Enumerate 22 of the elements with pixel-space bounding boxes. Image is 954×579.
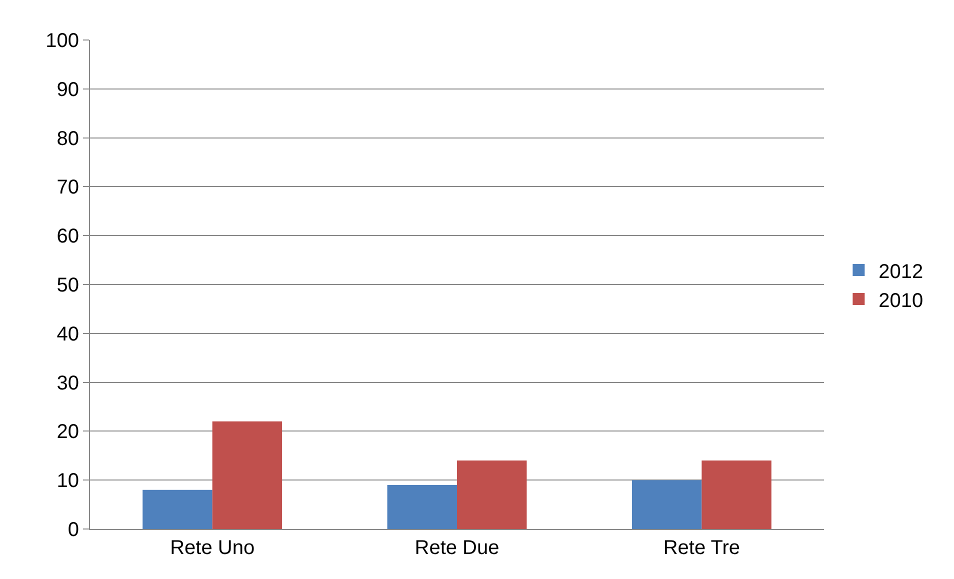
bar xyxy=(702,460,772,529)
x-tick-label: Rete Due xyxy=(414,537,500,559)
y-tick-label: 100 xyxy=(46,30,79,52)
bar xyxy=(387,484,457,529)
y-tick-label: 90 xyxy=(56,78,79,101)
bar xyxy=(457,460,527,529)
y-tick-label: 20 xyxy=(56,421,79,444)
y-tick-label: 10 xyxy=(56,470,79,492)
bar xyxy=(142,490,212,529)
x-tick-label: Rete Uno xyxy=(170,537,255,559)
y-tick-label: 40 xyxy=(56,323,79,346)
y-tick-label: 50 xyxy=(56,274,79,296)
y-tick-label: 60 xyxy=(56,226,79,248)
x-tick-label: Rete Tre xyxy=(663,537,740,559)
y-tick-label: 30 xyxy=(56,372,79,394)
y-tick-label: 0 xyxy=(68,519,79,541)
legend-label: 2012 xyxy=(878,260,924,283)
bar xyxy=(212,421,282,529)
bar xyxy=(632,480,702,529)
y-tick-label: 70 xyxy=(56,176,79,199)
y-tick-label: 80 xyxy=(56,128,79,150)
legend-label: 2010 xyxy=(878,290,924,312)
